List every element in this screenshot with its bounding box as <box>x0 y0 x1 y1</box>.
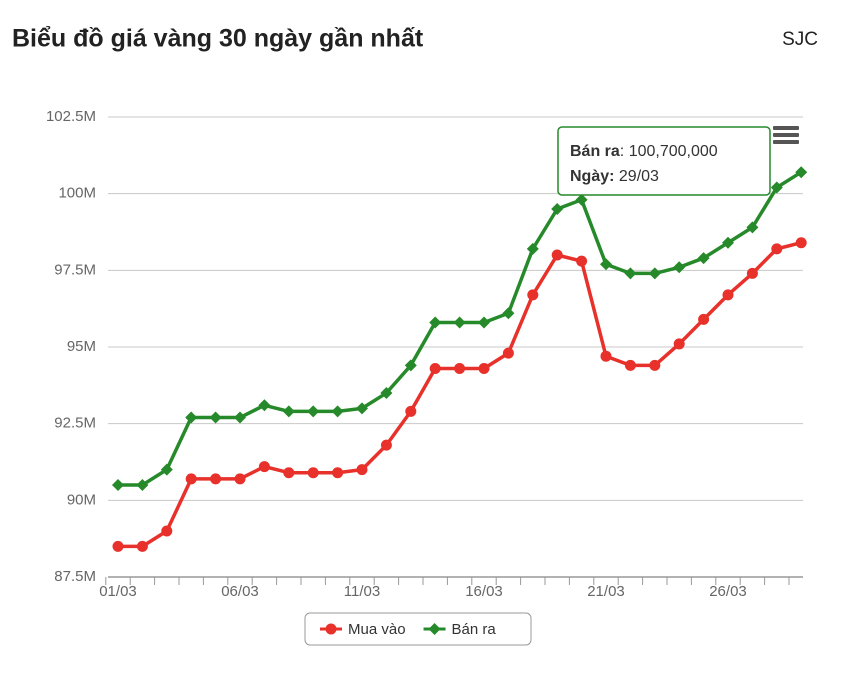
y-tick-label: 102.5M <box>46 108 96 125</box>
point <box>136 540 148 552</box>
point <box>454 362 466 374</box>
point <box>746 267 758 279</box>
x-tick-label: 01/03 <box>99 583 137 600</box>
point <box>332 467 344 479</box>
point <box>502 307 515 320</box>
legend-box <box>304 612 532 646</box>
tooltip-box <box>557 126 771 196</box>
point <box>575 193 588 206</box>
point <box>234 473 246 485</box>
y-tick-label: 97.5M <box>54 261 96 278</box>
menu-button[interactable] <box>773 126 799 144</box>
point <box>282 405 295 418</box>
series-line <box>118 170 803 487</box>
point <box>429 362 441 374</box>
x-tick-label: 06/03 <box>221 583 259 600</box>
point <box>429 316 442 329</box>
tooltip-line: Ngày: 29/03 <box>570 168 659 185</box>
point <box>112 479 124 491</box>
point <box>771 243 783 255</box>
menu-bar <box>773 126 799 130</box>
x-tick-label: 21/03 <box>587 583 625 600</box>
point <box>648 267 661 280</box>
point <box>478 362 490 374</box>
point <box>112 540 124 552</box>
point <box>576 255 588 267</box>
tooltip-line: Bán ra: 100,700,000 <box>570 143 718 160</box>
point <box>673 261 686 274</box>
point <box>526 242 539 255</box>
point <box>795 237 807 249</box>
point <box>722 289 734 301</box>
point <box>453 316 466 329</box>
y-tick-label: 90M <box>67 491 96 508</box>
point <box>722 236 734 249</box>
menu-bar <box>773 133 799 137</box>
point <box>770 181 783 194</box>
x-tick-label: 11/03 <box>344 583 380 600</box>
chart-title: Biểu đồ giá vàng 30 ngày gần nhất <box>12 25 424 53</box>
y-tick-label: 92.5M <box>54 415 96 432</box>
point <box>283 467 295 479</box>
point <box>356 402 368 415</box>
point <box>234 411 246 424</box>
point <box>160 463 173 476</box>
point <box>600 258 612 271</box>
point <box>380 387 393 399</box>
point <box>258 461 270 473</box>
point <box>404 359 417 372</box>
point <box>624 359 636 371</box>
point <box>746 221 759 234</box>
source: SJC <box>782 29 818 50</box>
point <box>478 316 490 329</box>
tooltip: Bán ra: 100,700,000 Ngày: 29/03 <box>557 126 771 196</box>
legend-item[interactable]: Mua vào <box>320 621 406 638</box>
point <box>697 252 710 265</box>
x-tick-label: 26/03 <box>709 583 747 600</box>
point <box>258 399 271 412</box>
point <box>600 350 612 362</box>
y-tick-label: 87.5M <box>54 568 96 585</box>
point <box>356 464 368 476</box>
x-tick-label: 16/03 <box>465 583 503 600</box>
point <box>502 347 514 359</box>
legend-marker <box>428 623 441 635</box>
tooltip-date: 29/03 <box>614 168 659 185</box>
point <box>307 405 320 418</box>
menu-bar <box>773 140 799 144</box>
point <box>673 338 685 350</box>
y-tick-label: 100M <box>58 185 96 202</box>
legend-label: Mua vào <box>348 621 406 638</box>
point <box>307 467 319 479</box>
tooltip-date-label: Ngày: <box>570 168 614 185</box>
point <box>136 479 149 491</box>
tooltip-series: Bán ra <box>570 143 620 160</box>
point <box>551 203 564 215</box>
legend: Mua vào Bán ra <box>304 612 532 646</box>
point <box>405 405 417 417</box>
point <box>795 166 808 179</box>
legend-marker <box>325 623 337 635</box>
point <box>331 405 344 418</box>
point <box>210 473 222 485</box>
point <box>527 289 539 301</box>
point <box>185 411 198 424</box>
tooltip-value: : 100,700,000 <box>620 143 718 160</box>
point <box>380 439 392 451</box>
point <box>551 249 563 261</box>
point <box>161 525 173 537</box>
point <box>649 359 661 371</box>
point <box>624 267 637 280</box>
legend-item[interactable]: Bán ra <box>423 621 497 638</box>
point <box>209 411 222 424</box>
y-tick-label: 95M <box>67 338 96 355</box>
point <box>698 313 710 325</box>
point <box>185 473 197 485</box>
legend-label: Bán ra <box>452 621 497 638</box>
